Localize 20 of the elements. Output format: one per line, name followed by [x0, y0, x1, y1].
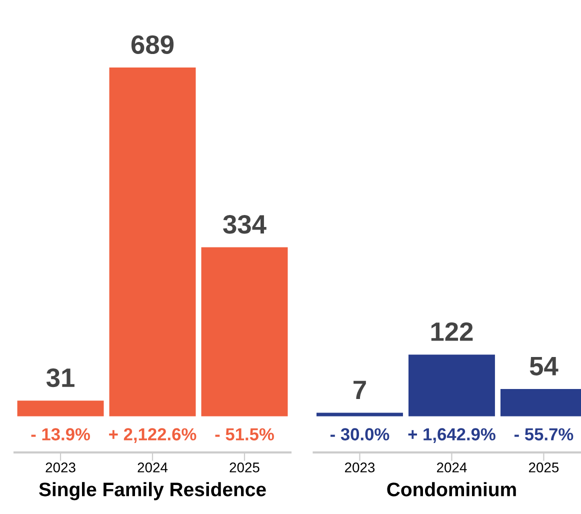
data-label: 31	[46, 368, 74, 388]
data-label: 334	[223, 215, 266, 234]
data-label: 689	[131, 35, 174, 54]
data-label: 122	[431, 322, 473, 341]
x-tick-label: 2025	[230, 462, 260, 472]
x-tick-label: 2024	[138, 462, 168, 472]
data-label: 54	[530, 357, 558, 376]
text: + 2,122.6%	[109, 428, 196, 443]
text: + 1,642.9%	[408, 428, 496, 443]
x-tick-label: 2023	[344, 462, 375, 472]
data-label: 7	[354, 380, 366, 399]
text: - 30.0%	[330, 428, 390, 440]
x-axis-title: Condominium	[387, 482, 516, 496]
text: - 13.9%	[31, 428, 90, 440]
x-tick-label: 2024	[436, 462, 467, 472]
text: - 55.7%	[514, 428, 574, 440]
x-tick-label: 2025	[528, 462, 559, 472]
x-axis-title: Single Family Residence	[39, 482, 266, 500]
x-tick-label: 2023	[46, 462, 76, 472]
text: - 51.5%	[215, 428, 274, 440]
